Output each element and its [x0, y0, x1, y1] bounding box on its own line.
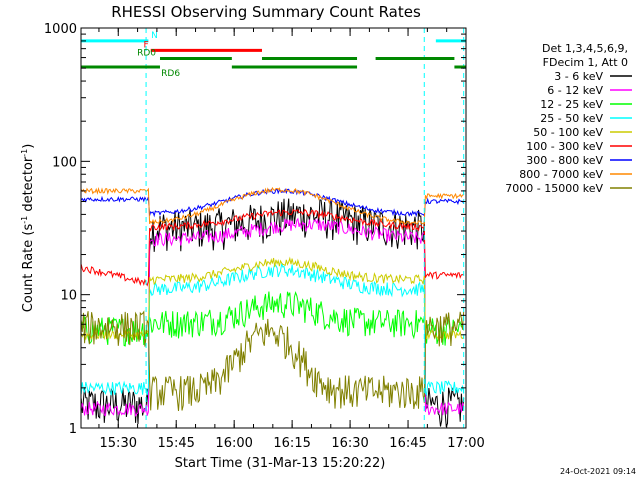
series-line [81, 217, 465, 418]
plot-frame [80, 27, 467, 429]
x-axis: 15:30 15:45 16:00 16:15 16:30 16:45 17:00 [98, 28, 485, 451]
series-line [81, 187, 465, 218]
y-tick-label: 10 [60, 289, 77, 304]
x-tick-label: 17:00 [447, 436, 484, 451]
flag-label: RD0 [137, 49, 156, 59]
series-line [81, 261, 465, 397]
series-line [81, 186, 464, 225]
legend-entry: 7000 - 15000 keV [505, 182, 603, 195]
chart-title: RHESSI Observing Summary Count Rates [111, 3, 421, 21]
legend-entry: 800 - 7000 keV [519, 168, 603, 181]
y-tick-label: 1 [69, 422, 77, 437]
y-label-part: detector [21, 156, 36, 216]
y-label-sup: -1 [20, 149, 29, 157]
x-tick-label: 16:30 [331, 436, 368, 451]
y-axis: 1 10 100 1000 [44, 22, 466, 437]
y-label-part: ) [21, 144, 36, 149]
y-tick-label: 1000 [44, 22, 77, 37]
legend-entry: 3 - 6 keV [554, 70, 603, 83]
x-tick-label: 16:45 [389, 436, 426, 451]
legend-entry: 12 - 25 keV [540, 98, 603, 111]
y-label-sup: -1 [20, 216, 29, 224]
y-axis-label: Count Rate (s-1 detector-1) [20, 144, 36, 313]
flag-label: N [151, 31, 158, 41]
series-line [81, 198, 465, 428]
legend-entry: 6 - 12 keV [547, 84, 603, 97]
legend-header: FDecim 1, Att 0 [543, 56, 628, 69]
y-tick-label: 100 [52, 155, 77, 170]
footer-date: 24-Oct-2021 09:14 [560, 467, 636, 476]
x-tick-label: 15:45 [157, 436, 194, 451]
x-axis-label: Start Time (31-Mar-13 15:20:22) [175, 456, 386, 471]
legend-entry: 300 - 800 keV [526, 154, 603, 167]
flag-label: F [144, 40, 149, 50]
x-tick-label: 15:30 [100, 436, 137, 451]
legend-entry: 50 - 100 keV [533, 126, 603, 139]
x-tick-label: 16:15 [273, 436, 310, 451]
series-line [81, 310, 465, 412]
flag-label: RD6 [161, 69, 180, 79]
legend: Det 1,3,4,5,6,9,FDecim 1, Att 03 - 6 keV… [505, 42, 632, 195]
legend-entry: 25 - 50 keV [540, 112, 603, 125]
legend-header: Det 1,3,4,5,6,9, [542, 42, 628, 55]
y-label-part: Count Rate (s [21, 224, 36, 313]
x-tick-label: 16:00 [215, 436, 252, 451]
legend-entry: 100 - 300 keV [526, 140, 603, 153]
